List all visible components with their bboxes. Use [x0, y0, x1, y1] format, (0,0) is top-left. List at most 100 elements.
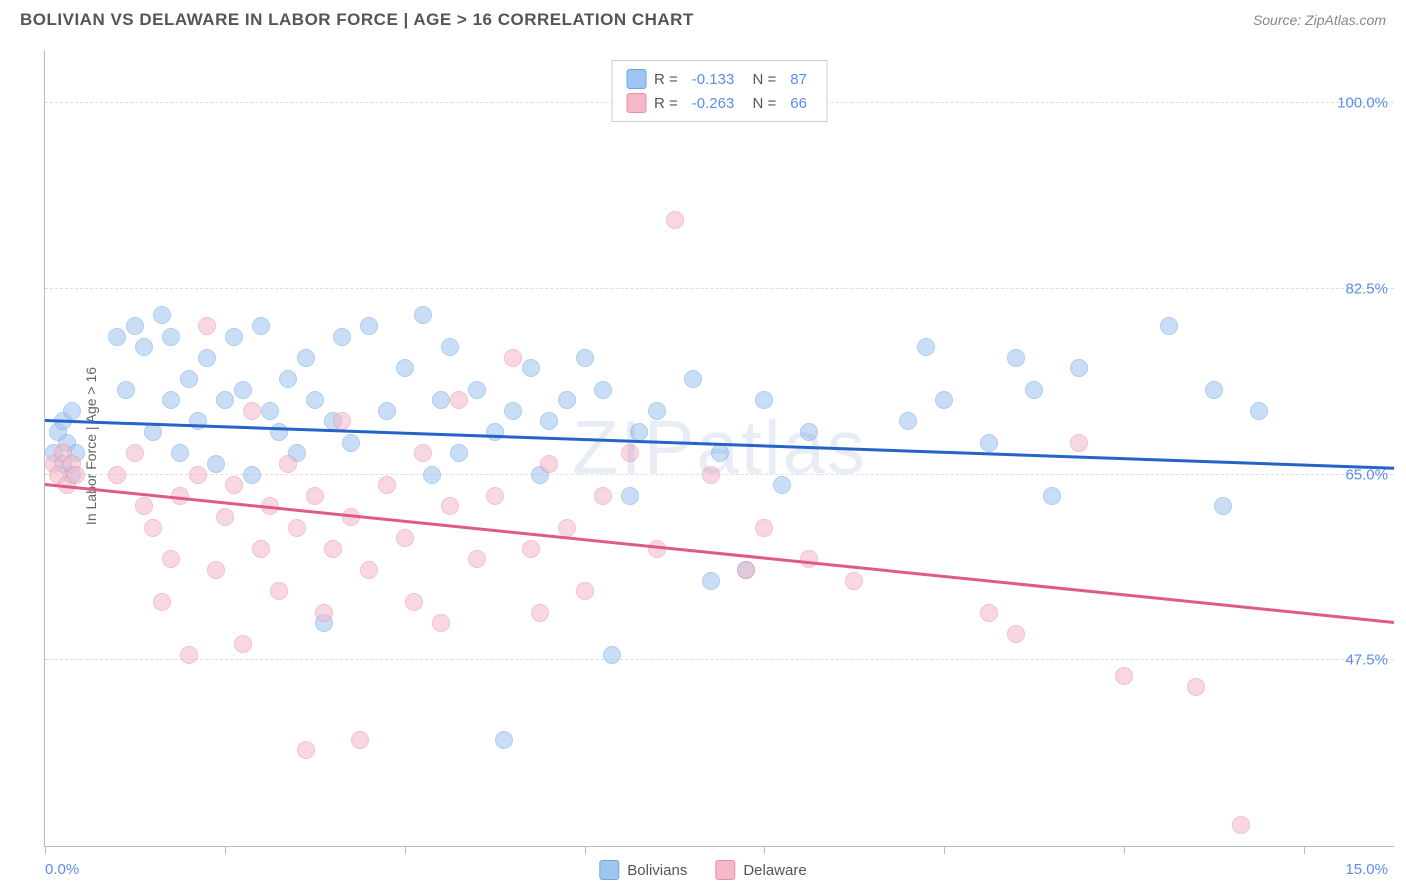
- data-point: [1214, 497, 1232, 515]
- data-point: [737, 561, 755, 579]
- data-point: [1250, 402, 1268, 420]
- data-point: [540, 412, 558, 430]
- x-tick: [944, 846, 945, 854]
- x-tick: [764, 846, 765, 854]
- data-point: [423, 466, 441, 484]
- data-point: [432, 614, 450, 632]
- data-point: [603, 646, 621, 664]
- x-tick: [1304, 846, 1305, 854]
- data-point: [135, 497, 153, 515]
- legend-label: Delaware: [743, 862, 806, 879]
- legend-n-value: 87: [790, 71, 807, 88]
- data-point: [1070, 359, 1088, 377]
- data-point: [279, 455, 297, 473]
- data-point: [216, 391, 234, 409]
- data-point: [342, 434, 360, 452]
- data-point: [396, 359, 414, 377]
- data-point: [1043, 487, 1061, 505]
- data-point: [414, 444, 432, 462]
- data-point: [360, 317, 378, 335]
- data-point: [702, 466, 720, 484]
- data-point: [495, 731, 513, 749]
- data-point: [351, 731, 369, 749]
- data-point: [621, 444, 639, 462]
- data-point: [270, 423, 288, 441]
- data-point: [935, 391, 953, 409]
- data-point: [279, 370, 297, 388]
- data-point: [261, 402, 279, 420]
- chart-title: BOLIVIAN VS DELAWARE IN LABOR FORCE | AG…: [20, 10, 694, 30]
- data-point: [189, 412, 207, 430]
- x-tick: [585, 846, 586, 854]
- data-point: [432, 391, 450, 409]
- data-point: [468, 381, 486, 399]
- data-point: [180, 370, 198, 388]
- y-tick-label: 100.0%: [1337, 95, 1388, 112]
- data-point: [144, 423, 162, 441]
- data-point: [800, 550, 818, 568]
- data-point: [297, 741, 315, 759]
- data-point: [108, 328, 126, 346]
- data-point: [153, 593, 171, 611]
- data-point: [1205, 381, 1223, 399]
- legend-row: R =-0.263 N =66: [626, 91, 813, 115]
- data-point: [648, 540, 666, 558]
- data-point: [773, 476, 791, 494]
- series-legend: Bolivians Delaware: [599, 860, 806, 880]
- data-point: [648, 402, 666, 420]
- data-point: [243, 402, 261, 420]
- legend-label: Bolivians: [627, 862, 687, 879]
- legend-swatch: [599, 860, 619, 880]
- data-point: [711, 444, 729, 462]
- data-point: [558, 391, 576, 409]
- legend-r-value: -0.263: [692, 95, 735, 112]
- data-point: [234, 381, 252, 399]
- data-point: [126, 317, 144, 335]
- data-point: [558, 519, 576, 537]
- data-point: [180, 646, 198, 664]
- data-point: [441, 497, 459, 515]
- data-point: [396, 529, 414, 547]
- data-point: [306, 391, 324, 409]
- data-point: [378, 402, 396, 420]
- data-point: [243, 466, 261, 484]
- data-point: [576, 582, 594, 600]
- x-tick: [225, 846, 226, 854]
- data-point: [531, 604, 549, 622]
- data-point: [486, 423, 504, 441]
- data-point: [333, 328, 351, 346]
- data-point: [1070, 434, 1088, 452]
- data-point: [126, 444, 144, 462]
- data-point: [684, 370, 702, 388]
- data-point: [504, 349, 522, 367]
- data-point: [1007, 625, 1025, 643]
- x-tick: [405, 846, 406, 854]
- data-point: [980, 434, 998, 452]
- data-point: [333, 412, 351, 430]
- legend-swatch: [626, 69, 646, 89]
- data-point: [1232, 816, 1250, 834]
- data-point: [162, 391, 180, 409]
- data-point: [486, 487, 504, 505]
- data-point: [225, 328, 243, 346]
- data-point: [441, 338, 459, 356]
- data-point: [980, 604, 998, 622]
- data-point: [117, 381, 135, 399]
- data-point: [1025, 381, 1043, 399]
- data-point: [306, 487, 324, 505]
- data-point: [288, 519, 306, 537]
- data-point: [540, 455, 558, 473]
- data-point: [917, 338, 935, 356]
- data-point: [621, 487, 639, 505]
- data-point: [324, 540, 342, 558]
- data-point: [755, 519, 773, 537]
- data-point: [504, 402, 522, 420]
- data-point: [198, 349, 216, 367]
- data-point: [162, 550, 180, 568]
- legend-n-label: N =: [748, 95, 776, 112]
- data-point: [63, 402, 81, 420]
- data-point: [207, 561, 225, 579]
- data-point: [594, 487, 612, 505]
- data-point: [899, 412, 917, 430]
- data-point: [315, 604, 333, 622]
